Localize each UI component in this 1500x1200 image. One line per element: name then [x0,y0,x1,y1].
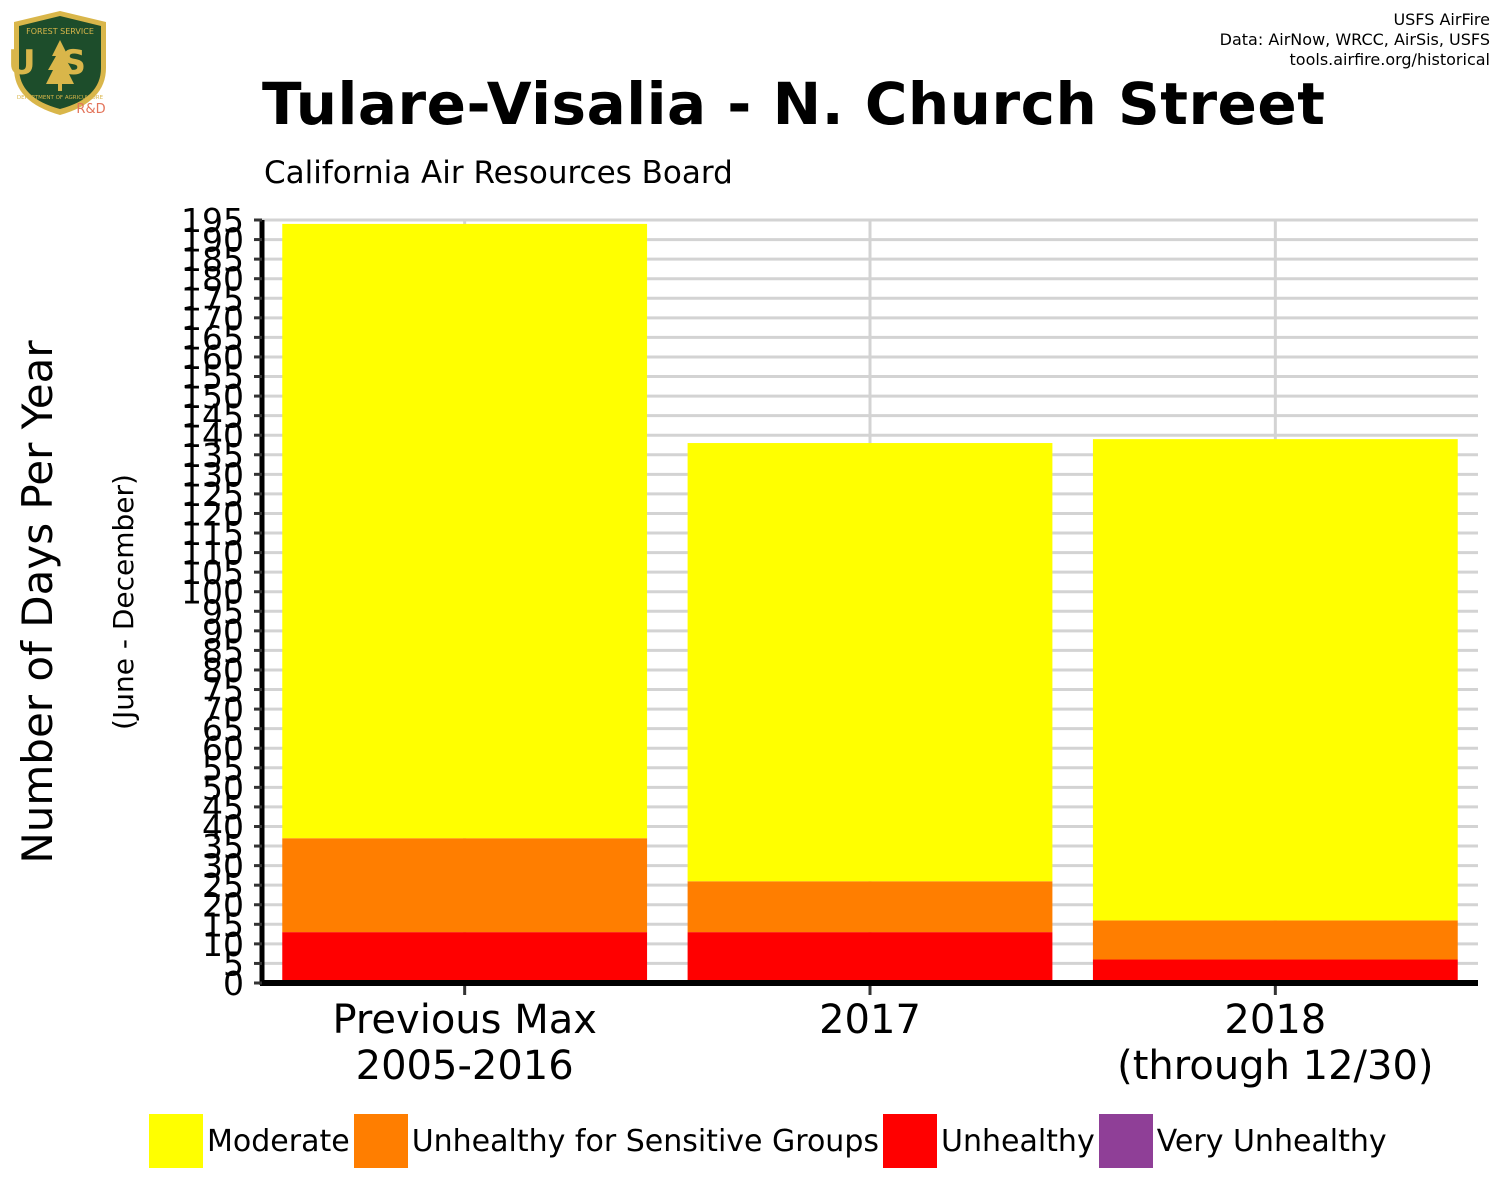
logo-letters: US [8,43,112,83]
y-tick-label: 25 [202,866,244,905]
y-tick-label: 90 [202,612,244,651]
usfs-logo: FOREST SERVICE US DEPARTMENT OF AGRICULT… [8,11,112,117]
legend-item: Very Unhealthy [1098,1114,1387,1168]
y-tick-label: 175 [181,279,244,318]
y-tick-label: 40 [202,807,244,846]
y-tick-label: 15 [202,905,244,944]
legend-label: Unhealthy [941,1123,1095,1159]
y-tick-label: 140 [181,416,244,455]
legend-swatch [353,1114,408,1168]
x-tick-label: 2017 [819,997,921,1043]
bar-segment [282,223,648,839]
credit-line: USFS AirFire [1393,10,1490,29]
x-tick-label: (through 12/30) [1117,1043,1433,1089]
y-tick-label: 105 [181,553,244,592]
bar-segment [282,838,648,933]
y-tick-label: 185 [181,240,244,279]
legend-label: Very Unhealthy [1156,1123,1387,1159]
y-tick-label: 165 [181,318,244,357]
y-tick-label: 55 [202,749,244,788]
legend-item: Unhealthy [883,1114,1095,1168]
logo-badge: R&D [76,102,105,117]
y-tick-label: 145 [181,397,244,436]
credit-line: Data: AirNow, WRCC, AirSis, USFS [1219,30,1490,49]
bar-segment [1092,920,1458,960]
bar-segment [687,881,1053,933]
y-tick-label: 115 [181,514,244,553]
y-tick-label: 155 [181,358,244,397]
legend-label: Moderate [207,1123,350,1159]
y-tick-label: 170 [181,299,244,338]
y-tick-label: 60 [202,729,244,768]
y-tick-label: 85 [202,631,244,670]
legend-item: Moderate [149,1114,350,1168]
y-tick-label: 10 [202,925,244,964]
logo-bottom-text: DEPARTMENT OF AGRICULTURE [17,95,104,101]
y-tick-label: 20 [202,886,244,925]
legend-swatch [149,1114,203,1168]
y-tick-label: 130 [181,455,244,494]
legend-swatch [1098,1114,1153,1168]
bar-segment [1092,959,1458,983]
y-tick-label: 50 [202,768,244,807]
x-tick-label: 2005-2016 [356,1043,574,1089]
y-tick-label: 135 [181,436,244,475]
y-tick-label: 45 [202,788,244,827]
y-tick-label: 180 [181,260,244,299]
credits: USFS AirFire Data: AirNow, WRCC, AirSis,… [1220,10,1490,70]
bar-segment [687,443,1053,882]
bar-segment [1092,439,1458,921]
y-tick-label: 95 [202,592,244,631]
bar-segment [687,932,1053,983]
y-tick-label: 190 [181,221,244,260]
y-tick-label: 110 [181,534,244,573]
y-tick-label: 150 [181,377,244,416]
y-tick-label: 30 [202,847,244,886]
logo-top-text: FOREST SERVICE [26,27,94,36]
credit-line: tools.airfire.org/historical [1289,50,1490,69]
y-tick-label: 75 [202,671,244,710]
y-tick-label: 125 [181,475,244,514]
y-tick-label: 65 [202,710,244,749]
legend-swatch [883,1114,937,1168]
y-tick-label: 120 [181,494,244,533]
chart-subtitle: California Air Resources Board [264,155,733,191]
x-tick-label: 2018 [1224,997,1326,1043]
y-tick-label: 35 [202,827,244,866]
y-axis-subtitle: (June - December) [107,474,140,730]
y-tick-label: 195 [181,201,244,240]
bar-segment [282,932,648,983]
y-tick-label: 160 [181,338,244,377]
chart-title: Tulare-Visalia - N. Church Street [262,70,1326,138]
y-tick-label: 5 [223,944,244,983]
legend-item: Unhealthy for Sensitive Groups [353,1114,879,1168]
y-tick-label: 70 [202,690,244,729]
legend-label: Unhealthy for Sensitive Groups [411,1123,879,1159]
y-axis-title: Number of Days Per Year [13,340,62,864]
y-tick-label: 0 [223,964,244,1003]
y-tick-label: 100 [181,573,244,612]
legend: Moderate Unhealthy for Sensitive Groups Un… [149,1114,1391,1168]
y-tick-label: 80 [202,651,244,690]
x-tick-label: Previous Max [332,997,596,1043]
